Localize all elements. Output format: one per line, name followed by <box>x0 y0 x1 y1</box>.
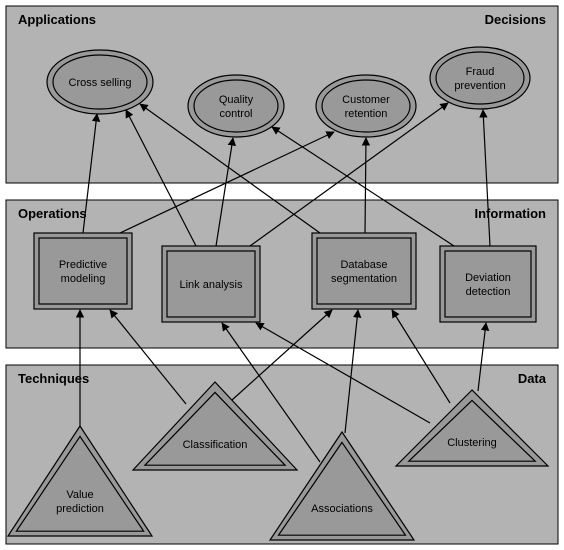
section-techniques-label-right: Data <box>518 371 547 386</box>
section-operations-label-left: Operations <box>18 206 87 221</box>
rect-database-segmentation: Database segmentation <box>312 233 416 309</box>
ellipse-customer-retention-label2: retention <box>345 108 388 120</box>
triangle-value-prediction-label1: Value <box>66 489 93 501</box>
ellipse-cross-selling: Cross selling <box>47 50 153 114</box>
ellipse-fraud-prevention-label1: Fraud <box>466 66 495 78</box>
ellipse-fraud-prevention: Fraud prevention <box>430 47 530 109</box>
ellipse-quality-control-label1: Quality <box>219 94 254 106</box>
ellipse-quality-control-label2: control <box>219 108 252 120</box>
triangle-classification-label: Classification <box>183 439 248 451</box>
ellipse-quality-control: Quality control <box>188 75 284 137</box>
rect-predictive-modeling: Predictive modeling <box>34 233 132 309</box>
rect-deviation-detection-label1: Deviation <box>465 272 511 284</box>
section-applications-label-right: Decisions <box>485 12 546 27</box>
section-operations-label-right: Information <box>475 206 547 221</box>
section-applications-label-left: Applications <box>18 12 96 27</box>
rect-link-analysis: Link analysis <box>162 246 260 322</box>
ellipse-customer-retention: Customer retention <box>316 75 416 137</box>
triangle-associations-label: Associations <box>311 503 373 515</box>
rect-predictive-modeling-label1: Predictive <box>59 259 107 271</box>
rect-predictive-modeling-label2: modeling <box>61 273 106 285</box>
triangle-value-prediction-label2: prediction <box>56 503 104 515</box>
rect-link-analysis-label: Link analysis <box>180 279 243 291</box>
ellipse-cross-selling-label: Cross selling <box>69 77 132 89</box>
rect-deviation-detection-label2: detection <box>466 286 511 298</box>
data-mining-diagram: Applications Decisions Operations Informati… <box>0 0 564 550</box>
rect-database-segmentation-label2: segmentation <box>331 273 397 285</box>
ellipse-fraud-prevention-label2: prevention <box>454 80 505 92</box>
rect-deviation-detection: Deviation detection <box>440 246 536 322</box>
rect-database-segmentation-label1: Database <box>340 259 387 271</box>
triangle-clustering-label: Clustering <box>447 437 497 449</box>
section-techniques-label-left: Techniques <box>18 371 89 386</box>
ellipse-customer-retention-label1: Customer <box>342 94 390 106</box>
